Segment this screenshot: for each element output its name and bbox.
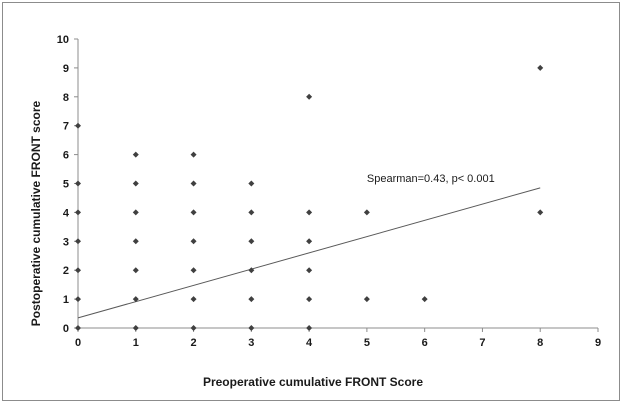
x-tick-label: 8 (537, 337, 543, 349)
data-point (363, 209, 370, 216)
data-point (132, 209, 139, 216)
data-point (75, 122, 81, 129)
data-point (190, 267, 197, 274)
data-point (75, 267, 81, 274)
y-tick-label: 1 (63, 294, 69, 306)
y-tick-label: 6 (63, 150, 69, 162)
x-tick-label: 7 (479, 337, 485, 349)
x-tick-label: 6 (422, 337, 428, 349)
x-tick-label: 1 (133, 337, 139, 349)
data-point (132, 296, 139, 303)
y-tick-label: 5 (63, 179, 69, 191)
y-tick-label: 2 (63, 265, 69, 277)
data-point (190, 296, 197, 303)
data-point (248, 267, 255, 274)
axes (74, 38, 599, 332)
y-tick-label: 4 (63, 207, 70, 219)
data-point (190, 238, 197, 245)
data-point (248, 180, 255, 187)
data-point (190, 180, 197, 187)
data-point (190, 325, 197, 331)
y-tick-label: 9 (63, 63, 69, 75)
data-point (248, 325, 255, 331)
data-point (306, 267, 313, 274)
data-point (248, 238, 255, 245)
data-points (75, 64, 544, 331)
data-point (190, 209, 197, 216)
chart-frame (2, 2, 620, 401)
correlation-annotation: Spearman=0.43, p< 0.001 (367, 173, 495, 185)
y-tick-label: 8 (63, 92, 69, 104)
data-point (306, 296, 313, 303)
data-point (248, 296, 255, 303)
trendline-group (77, 187, 541, 319)
x-tick-label: 4 (306, 337, 313, 349)
data-point (306, 325, 313, 331)
data-point (132, 151, 139, 158)
x-tick-label: 5 (364, 337, 370, 349)
data-point (537, 209, 544, 216)
x-tick-label: 9 (595, 337, 601, 349)
data-point (75, 296, 81, 303)
y-tick-label: 0 (63, 323, 69, 335)
trendline (77, 187, 541, 319)
x-tick-label: 0 (75, 337, 81, 349)
data-point (132, 267, 139, 274)
data-point (306, 93, 313, 100)
x-tick-label: 2 (190, 337, 196, 349)
data-point (363, 296, 370, 303)
data-point (75, 325, 81, 331)
data-point (306, 238, 313, 245)
data-point (75, 180, 81, 187)
x-tick-label: 3 (248, 337, 254, 349)
data-point (190, 151, 197, 158)
data-point (306, 209, 313, 216)
tick-labels: 0 1 2 3 4 5 6 7 8 9 10 0 1 2 3 4 5 6 7 8 9 (57, 34, 601, 349)
y-tick-label: 7 (63, 121, 69, 133)
y-tick-label: 3 (63, 236, 69, 248)
data-point (75, 238, 81, 245)
data-point (75, 209, 81, 216)
data-point (537, 64, 544, 71)
data-point (132, 180, 139, 187)
data-point (132, 325, 139, 331)
y-axis-title: Postoperative cumulative FRONT score (29, 100, 43, 326)
data-point (132, 238, 139, 245)
data-point (421, 296, 428, 303)
x-axis-title: Preoperative cumulative FRONT Score (203, 375, 423, 389)
data-point (248, 209, 255, 216)
y-tick-label: 10 (57, 34, 69, 46)
